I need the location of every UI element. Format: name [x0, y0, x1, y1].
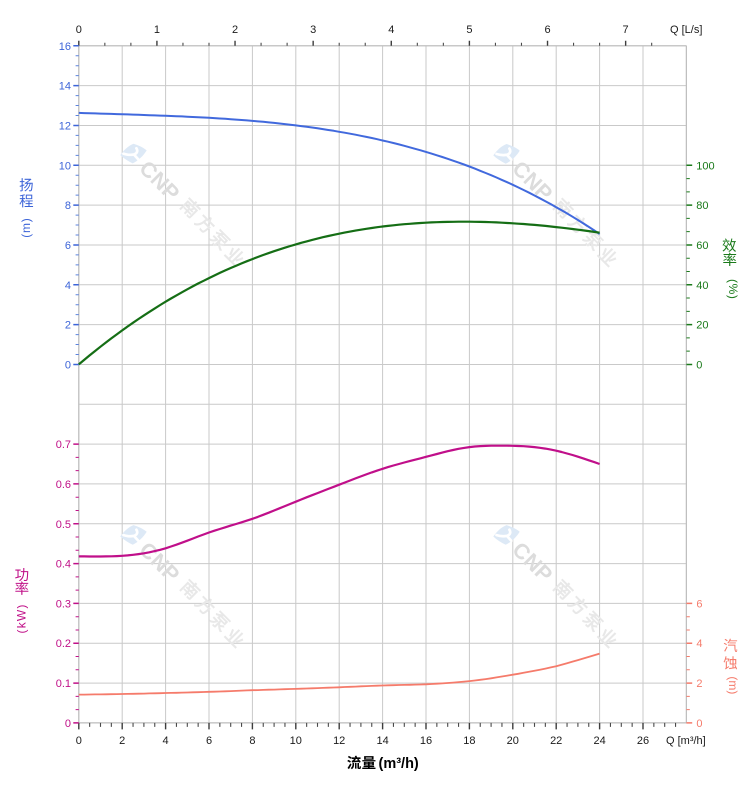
svg-text:0.5: 0.5	[56, 519, 71, 531]
svg-text:6: 6	[696, 598, 702, 610]
svg-text:12: 12	[59, 121, 71, 133]
svg-text:0.1: 0.1	[56, 678, 71, 690]
svg-text:24: 24	[593, 735, 605, 747]
svg-text:1: 1	[154, 24, 160, 36]
svg-text:0: 0	[65, 718, 71, 730]
svg-text:(%): (%)	[726, 279, 740, 299]
svg-text:20: 20	[696, 320, 708, 332]
svg-text:18: 18	[463, 735, 475, 747]
svg-text:0: 0	[696, 359, 702, 371]
svg-text:2: 2	[65, 320, 71, 332]
svg-text:0: 0	[76, 735, 82, 747]
svg-text:0.3: 0.3	[56, 598, 71, 610]
svg-text:7: 7	[623, 24, 629, 36]
svg-text:8: 8	[65, 200, 71, 212]
svg-text:8: 8	[249, 735, 255, 747]
svg-text:100: 100	[696, 160, 714, 172]
svg-text:40: 40	[696, 280, 708, 292]
svg-text:(kW): (kW)	[15, 603, 29, 633]
svg-text:Q [L/s]: Q [L/s]	[670, 24, 702, 36]
svg-text:5: 5	[466, 24, 472, 36]
svg-text:2: 2	[232, 24, 238, 36]
svg-text:20: 20	[507, 735, 519, 747]
svg-text:3: 3	[310, 24, 316, 36]
svg-text:16: 16	[59, 41, 71, 53]
svg-text:2: 2	[119, 735, 125, 747]
svg-text:4: 4	[388, 24, 394, 36]
svg-text:0.2: 0.2	[56, 638, 71, 650]
svg-text:4: 4	[163, 735, 169, 747]
svg-text:6: 6	[206, 735, 212, 747]
svg-text:(m): (m)	[726, 676, 740, 694]
svg-text:10: 10	[59, 160, 71, 172]
svg-text:6: 6	[544, 24, 550, 36]
svg-text:26: 26	[637, 735, 649, 747]
svg-text:(m): (m)	[19, 217, 33, 237]
svg-text:Q [m³/h]: Q [m³/h]	[666, 735, 706, 747]
svg-text:60: 60	[696, 240, 708, 252]
svg-text:4: 4	[696, 638, 702, 650]
svg-text:4: 4	[65, 280, 71, 292]
svg-text:14: 14	[59, 81, 71, 93]
svg-text:10: 10	[290, 735, 302, 747]
svg-text:14: 14	[376, 735, 388, 747]
svg-text:6: 6	[65, 240, 71, 252]
svg-text:(m³/h): (m³/h)	[379, 756, 419, 772]
svg-text:0: 0	[76, 24, 82, 36]
svg-text:2: 2	[696, 678, 702, 690]
svg-text:0: 0	[696, 718, 702, 730]
svg-text:12: 12	[333, 735, 345, 747]
svg-text:16: 16	[420, 735, 432, 747]
svg-text:80: 80	[696, 200, 708, 212]
svg-text:0.4: 0.4	[56, 559, 71, 571]
svg-text:22: 22	[550, 735, 562, 747]
svg-text:0.6: 0.6	[56, 479, 71, 491]
svg-text:0.7: 0.7	[56, 439, 71, 451]
svg-text:0: 0	[65, 359, 71, 371]
